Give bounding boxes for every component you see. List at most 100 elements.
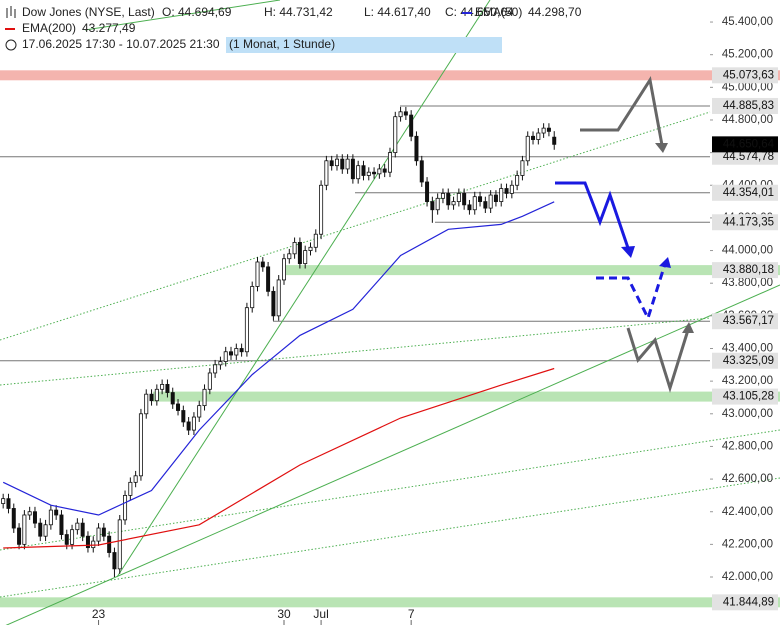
interval: (1 Monat, 1 Stunde) bbox=[229, 37, 335, 51]
candle-body bbox=[107, 535, 112, 553]
arrow bbox=[626, 327, 690, 394]
candle-body bbox=[170, 392, 175, 405]
candle-body bbox=[366, 171, 371, 176]
level-label: 43.325,09 bbox=[723, 355, 774, 367]
trend-line bbox=[0, 111, 711, 341]
arrow bbox=[596, 263, 667, 322]
candle-body bbox=[398, 111, 403, 118]
candle-body bbox=[101, 527, 106, 537]
candle-body bbox=[32, 511, 37, 524]
candle-body bbox=[329, 160, 334, 167]
candle-body bbox=[456, 193, 461, 202]
candle-body bbox=[207, 372, 212, 390]
candle-body bbox=[414, 135, 419, 162]
legend-value: 43.277,49 bbox=[82, 21, 136, 35]
arrow-head bbox=[655, 143, 668, 153]
x-tick-label: Jul bbox=[313, 607, 328, 621]
level-label: 44.650,64 bbox=[723, 138, 775, 150]
candle-body bbox=[191, 416, 196, 431]
ema-line bbox=[3, 367, 555, 549]
level-label-box bbox=[712, 148, 778, 165]
axis-layer: 42.000,00 42.200,00 42.400,00 42.600,00 42.8… bbox=[92, 16, 778, 625]
candle-body bbox=[43, 524, 48, 537]
candle-body bbox=[223, 351, 228, 362]
candle-icon bbox=[6, 6, 16, 18]
marks-layer bbox=[1, 106, 557, 578]
candle-body bbox=[319, 184, 324, 235]
candle-body bbox=[239, 348, 244, 353]
trend-line bbox=[0, 429, 780, 551]
candle-body bbox=[419, 160, 424, 183]
candle-body bbox=[144, 393, 149, 415]
candle-body bbox=[478, 196, 483, 202]
candle-body bbox=[48, 509, 53, 526]
level-label-box bbox=[712, 184, 778, 201]
candle-body bbox=[186, 421, 191, 431]
candle-body bbox=[345, 158, 350, 170]
ohlc-close: C: 44.650,64 bbox=[445, 5, 514, 19]
candle-body bbox=[483, 201, 488, 209]
candle-body bbox=[181, 410, 186, 423]
level-label-box bbox=[712, 214, 778, 231]
trend-line bbox=[5, 284, 780, 625]
level-label-box bbox=[712, 313, 778, 330]
candle-body bbox=[85, 535, 90, 549]
trend-line bbox=[0, 317, 711, 386]
candle-body bbox=[525, 135, 530, 162]
ohlc-high: H: 44.731,42 bbox=[264, 5, 333, 19]
candle-body bbox=[292, 241, 297, 255]
candle-body bbox=[462, 193, 467, 206]
x-tick-label: 30 bbox=[277, 607, 291, 621]
x-tick-label: 7 bbox=[408, 607, 415, 621]
candle-body bbox=[451, 201, 456, 206]
ema-line bbox=[2, 201, 555, 516]
candle-body bbox=[531, 135, 536, 140]
candle-body bbox=[54, 509, 59, 516]
arrow-head bbox=[659, 257, 671, 268]
level-label: 44.354,01 bbox=[723, 187, 774, 199]
candle-body bbox=[334, 158, 339, 167]
candle-body bbox=[27, 511, 32, 516]
candle-body bbox=[382, 168, 387, 173]
candle-body bbox=[70, 529, 75, 545]
candle-body bbox=[22, 514, 27, 545]
candle-body bbox=[218, 361, 223, 366]
arrow-head bbox=[682, 322, 694, 333]
candle-body bbox=[244, 307, 249, 353]
candle-body bbox=[96, 527, 101, 542]
candle-body bbox=[234, 348, 239, 356]
level-label-box bbox=[712, 97, 778, 114]
period: 17.06.2025 17:30 - 10.07.2025 21:30 bbox=[22, 37, 220, 51]
candle-body bbox=[281, 258, 286, 281]
y-tick-label: 43.800,00 bbox=[722, 277, 773, 289]
candle-body bbox=[509, 184, 514, 194]
candle-body bbox=[361, 165, 366, 176]
candle-body bbox=[350, 158, 355, 180]
candle-body bbox=[133, 475, 138, 483]
level-label-box bbox=[712, 352, 778, 369]
y-tick-label: 45.400,00 bbox=[722, 16, 773, 28]
arrow bbox=[555, 181, 630, 249]
y-tick-label: 42.000,00 bbox=[722, 571, 773, 583]
candle-body bbox=[425, 181, 430, 202]
legend-label: EMA(50) bbox=[475, 5, 522, 19]
candle-body bbox=[91, 540, 96, 549]
trend-line bbox=[84, 0, 281, 31]
candle-body bbox=[287, 253, 292, 260]
level-band bbox=[285, 265, 780, 276]
candle-body bbox=[446, 193, 451, 206]
level-band bbox=[0, 597, 780, 608]
candle-body bbox=[430, 201, 435, 211]
candle-body bbox=[372, 171, 377, 175]
candle-body bbox=[266, 266, 271, 292]
candle-body bbox=[75, 522, 80, 531]
candle-body bbox=[504, 188, 509, 194]
candle-body bbox=[409, 114, 414, 137]
candle-body bbox=[176, 403, 181, 411]
level-label-box bbox=[712, 594, 778, 611]
chart-title: Dow Jones (NYSE, Last) bbox=[22, 5, 155, 19]
candle-body bbox=[17, 527, 22, 545]
candle-body bbox=[340, 158, 345, 170]
y-tick-label: 43.200,00 bbox=[722, 375, 773, 387]
